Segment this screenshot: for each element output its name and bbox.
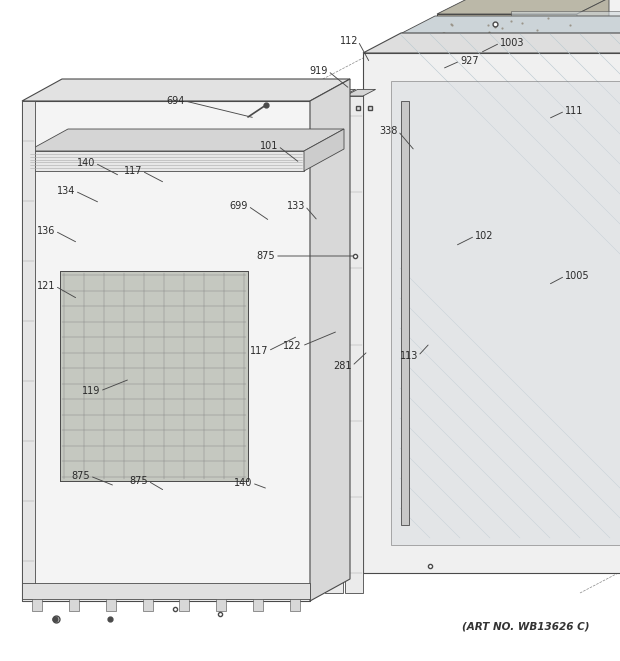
Text: 694: 694 [167,96,185,106]
Polygon shape [577,0,609,512]
Text: 338: 338 [379,126,398,136]
Text: eReplacementParts.com: eReplacementParts.com [213,324,357,337]
Polygon shape [363,53,620,573]
Polygon shape [106,599,116,611]
Polygon shape [216,599,226,611]
Polygon shape [310,79,350,601]
Text: 875: 875 [257,251,275,261]
Text: 699: 699 [229,201,248,211]
Text: 133: 133 [286,201,305,211]
Text: 1005: 1005 [565,271,590,281]
Text: 111: 111 [565,106,583,116]
Text: 281: 281 [334,361,352,371]
Polygon shape [345,89,376,96]
Polygon shape [325,89,356,96]
Polygon shape [179,599,190,611]
Polygon shape [290,599,300,611]
Polygon shape [391,81,620,545]
Polygon shape [28,129,344,151]
Polygon shape [437,0,609,14]
Text: 140: 140 [77,158,95,168]
Text: 101: 101 [260,141,278,151]
Text: 117: 117 [123,166,142,176]
Text: 136: 136 [37,226,55,236]
Text: 875: 875 [130,476,148,486]
Polygon shape [69,599,79,611]
Polygon shape [400,16,620,34]
Polygon shape [22,101,35,601]
Text: 122: 122 [283,341,302,351]
Text: 1003: 1003 [500,38,525,48]
Polygon shape [60,271,248,481]
Polygon shape [22,583,310,599]
Polygon shape [22,101,310,601]
Text: 140: 140 [234,478,252,488]
Polygon shape [28,151,304,171]
Text: 102: 102 [475,231,494,241]
Text: 134: 134 [56,186,75,196]
Polygon shape [32,599,42,611]
Polygon shape [437,14,577,512]
Polygon shape [253,599,263,611]
Polygon shape [526,41,536,424]
Polygon shape [363,33,620,53]
Polygon shape [22,79,350,101]
Text: 927: 927 [460,56,479,66]
Text: 117: 117 [249,346,268,356]
Polygon shape [325,96,343,593]
Text: 121: 121 [37,281,55,291]
Polygon shape [401,101,409,525]
Text: 919: 919 [309,66,328,76]
Polygon shape [345,96,363,593]
Polygon shape [304,129,344,171]
Text: (ART NO. WB13626 C): (ART NO. WB13626 C) [461,621,589,631]
Polygon shape [481,0,620,484]
Text: 112: 112 [340,36,358,46]
Polygon shape [511,11,620,454]
Polygon shape [143,599,153,611]
Polygon shape [400,34,620,538]
Text: 875: 875 [71,471,90,481]
Text: 113: 113 [400,351,418,361]
Text: 119: 119 [82,386,100,396]
